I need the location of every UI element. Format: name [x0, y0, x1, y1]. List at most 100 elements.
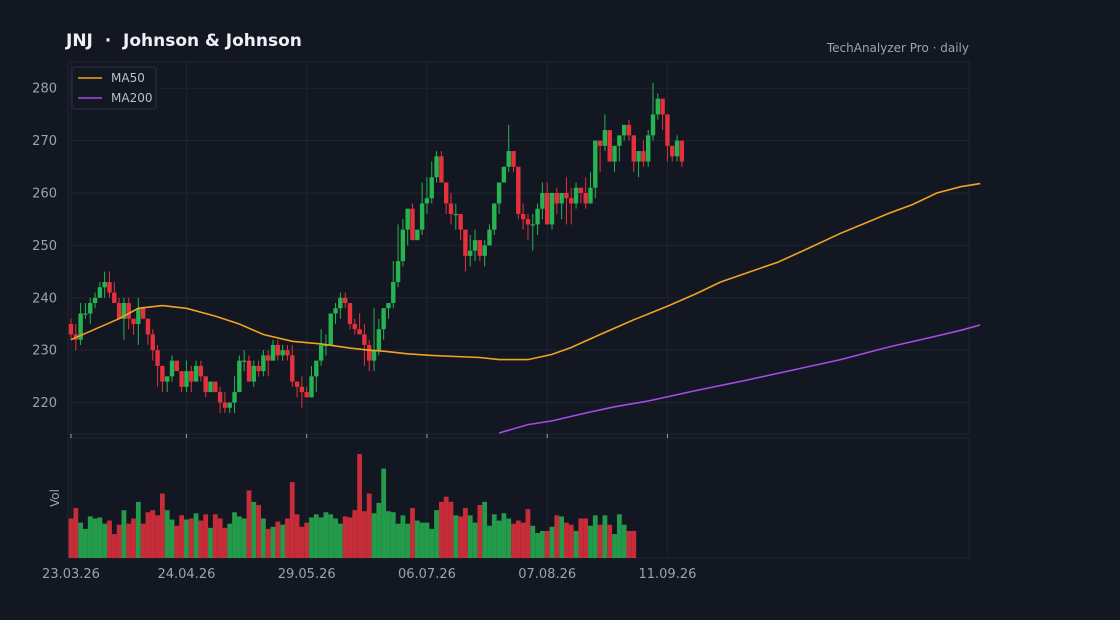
- candle-body: [434, 156, 439, 178]
- volume-bar: [232, 512, 237, 558]
- candle-body: [448, 203, 454, 214]
- volume-bar: [68, 518, 74, 558]
- volume-bar: [453, 515, 459, 558]
- volume-bar: [328, 514, 334, 558]
- volume-bar: [535, 533, 540, 558]
- candle-body: [395, 261, 401, 283]
- volume-bar: [458, 516, 464, 558]
- candle-body: [145, 318, 151, 335]
- candle-body: [376, 329, 382, 351]
- volume-bar: [626, 530, 632, 558]
- candle-body: [318, 344, 324, 361]
- candle-body: [338, 297, 343, 309]
- legend-ma50-label: MA50: [111, 71, 145, 85]
- candle-body: [400, 229, 406, 262]
- volume-bar: [511, 523, 516, 558]
- candle-body: [381, 308, 386, 330]
- volume-bar: [309, 517, 314, 558]
- candle-body: [266, 355, 271, 361]
- candle-body: [453, 213, 458, 216]
- candle-body: [646, 135, 651, 162]
- chart-title: JNJ · Johnson & Johnson: [66, 31, 302, 51]
- candle-body: [328, 313, 333, 345]
- candle-body: [386, 303, 391, 309]
- legend: MA50 MA200: [71, 66, 157, 110]
- volume-bar: [477, 504, 483, 558]
- volume-bar: [482, 501, 488, 558]
- candle-body: [520, 213, 526, 220]
- candle-body: [501, 166, 507, 183]
- volume-axis-label: Vol: [48, 489, 62, 507]
- volume-bar: [304, 522, 310, 558]
- volume-bar: [275, 521, 281, 558]
- candle-body: [160, 365, 165, 382]
- candle-body: [463, 229, 468, 256]
- candle-body: [131, 318, 136, 324]
- volume-bar: [424, 522, 430, 558]
- candle-body: [174, 360, 180, 372]
- candle-body: [140, 308, 146, 319]
- volume-bar: [583, 518, 589, 558]
- candle-body: [241, 360, 247, 362]
- volume-bar: [371, 513, 377, 558]
- candle-body: [617, 135, 622, 146]
- volume-bar: [597, 524, 603, 558]
- volume-bar: [568, 524, 574, 558]
- candle-body: [92, 297, 98, 304]
- volume-bar: [467, 515, 473, 558]
- volume-bar: [434, 510, 439, 558]
- candle-body: [607, 130, 612, 162]
- volume-bar: [506, 518, 512, 558]
- candle-body: [222, 402, 228, 408]
- volume-bar: [140, 523, 146, 558]
- candle-body: [290, 355, 295, 382]
- candle-body: [487, 229, 492, 246]
- volume-bar: [357, 454, 362, 558]
- volume-bar: [612, 534, 617, 558]
- price-tick-label: 280: [32, 82, 57, 97]
- candle-body: [304, 392, 309, 398]
- candle-body: [650, 114, 656, 136]
- volume-bar: [164, 510, 170, 558]
- candle-body: [670, 145, 675, 157]
- candle-body: [535, 208, 540, 225]
- candle-body: [525, 219, 531, 225]
- volume-bar: [318, 517, 324, 558]
- candle-body: [112, 292, 117, 304]
- gridlines: [68, 62, 969, 558]
- volume-bar: [386, 511, 391, 558]
- volume-bar: [564, 522, 569, 558]
- volume-bar: [203, 514, 209, 558]
- price-panel-frame: [67, 61, 970, 435]
- volume-bar: [539, 530, 545, 558]
- volume-bar: [294, 514, 300, 558]
- candle-body: [116, 303, 122, 319]
- volume-bar: [265, 528, 271, 558]
- candle-body: [602, 130, 608, 146]
- candle-body: [256, 365, 261, 372]
- candle-body: [126, 303, 131, 319]
- candle-body: [323, 344, 329, 347]
- volume-bar: [578, 518, 584, 558]
- ma200-line: [498, 324, 981, 434]
- candle-body: [391, 282, 396, 304]
- candle-body: [213, 381, 218, 393]
- volume-bar: [559, 516, 565, 558]
- volume-bar: [352, 510, 358, 558]
- volume-bar: [102, 523, 108, 558]
- date-tick-label: 11.09.26: [638, 567, 696, 582]
- candle-body: [102, 282, 107, 288]
- date-tick-label: 07.08.26: [518, 567, 576, 582]
- volume-bar: [530, 525, 536, 558]
- legend-ma200-label: MA200: [111, 91, 152, 105]
- candle-body: [506, 151, 511, 167]
- volume-bar: [333, 518, 338, 558]
- volume-bar: [256, 504, 261, 558]
- volume-bar: [208, 527, 213, 558]
- volume-bar: [313, 514, 319, 558]
- candle-body: [439, 156, 444, 183]
- volume-bar: [236, 516, 242, 558]
- candle-body: [198, 365, 204, 377]
- date-tick-label: 24.04.26: [157, 567, 215, 582]
